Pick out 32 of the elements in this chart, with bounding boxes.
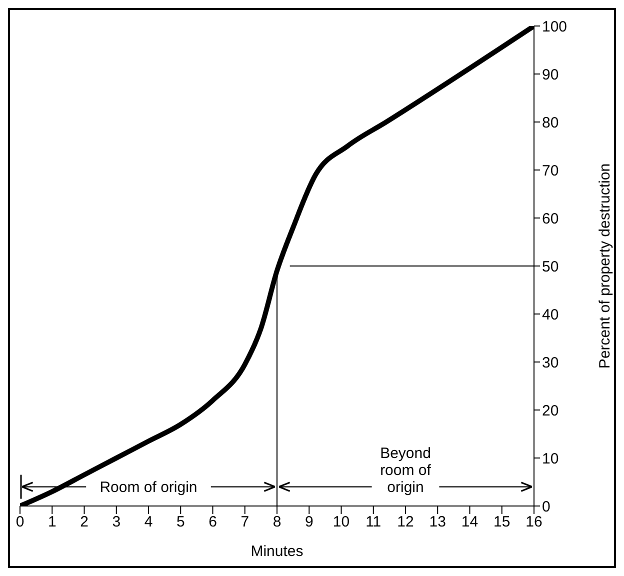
x-axis-title: Minutes <box>250 543 304 560</box>
x-tick-label: 3 <box>112 514 121 531</box>
x-tick-label: 10 <box>332 514 350 531</box>
x-tick-label: 12 <box>397 514 414 531</box>
y-axis-title: Percent of property destruction <box>596 163 614 369</box>
x-tick-label: 11 <box>366 514 382 531</box>
x-tick-label: 6 <box>208 514 217 531</box>
x-tick-label: 1 <box>48 514 56 531</box>
y-tick-label: 40 <box>542 306 559 324</box>
annotation: Room of origin <box>100 478 198 496</box>
y-tick-label: 10 <box>542 450 559 468</box>
x-tick-label: 7 <box>240 514 250 531</box>
x-tick-label: 5 <box>176 514 185 531</box>
x-tick-label: 14 <box>461 514 478 531</box>
y-tick-label: 80 <box>542 114 559 132</box>
y-tick-label: 50 <box>542 258 559 276</box>
y-tick-label: 20 <box>542 402 559 420</box>
x-tick-label: 4 <box>144 514 153 531</box>
x-tick-label: 13 <box>429 514 446 531</box>
x-tick-label: 9 <box>304 514 314 531</box>
annotation: Beyond room of origin <box>380 444 432 496</box>
y-tick-label: 30 <box>542 354 559 372</box>
y-tick-label: 0 <box>542 498 550 516</box>
x-tick-label: 2 <box>80 514 88 531</box>
y-tick-label: 90 <box>542 66 559 84</box>
x-tick-label: 8 <box>272 514 282 531</box>
x-tick-label: 0 <box>16 514 24 531</box>
y-tick-label: 60 <box>542 210 559 228</box>
y-tick-label: 100 <box>542 18 568 36</box>
y-tick-label: 70 <box>542 162 559 180</box>
x-tick-label: 16 <box>526 514 542 531</box>
x-tick-label: 15 <box>494 514 510 531</box>
